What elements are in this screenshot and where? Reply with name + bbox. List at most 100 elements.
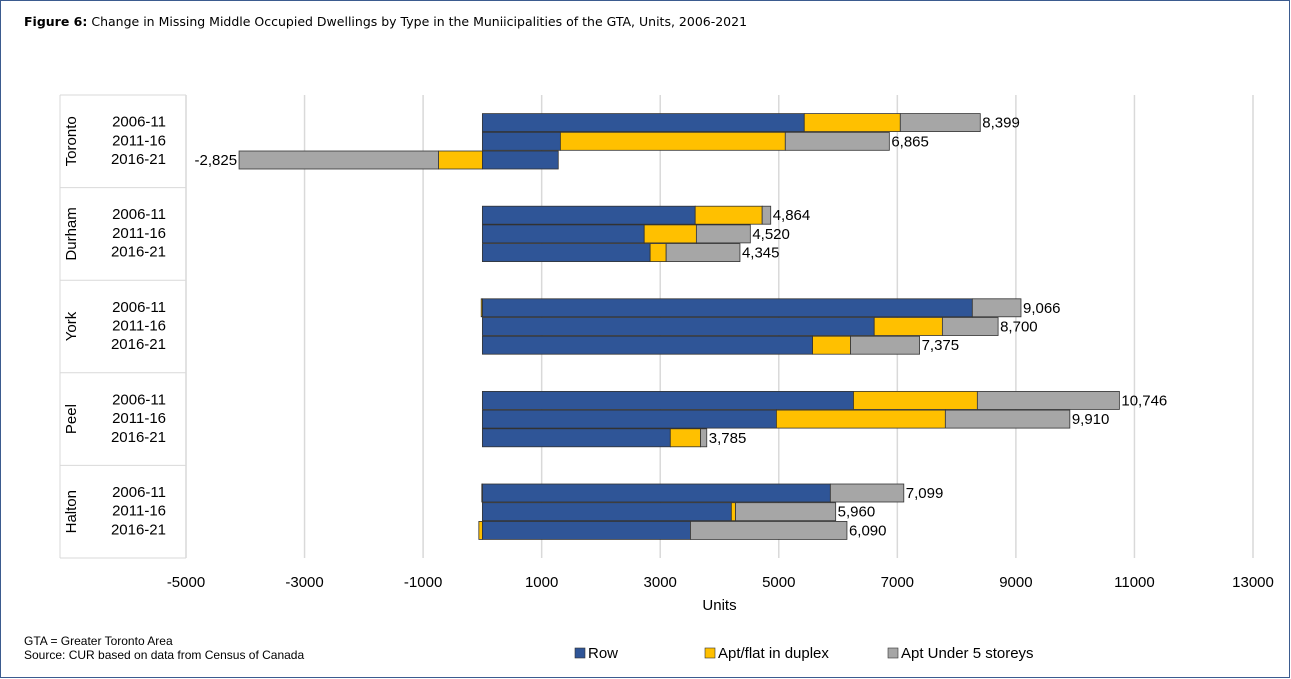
bar-segment xyxy=(735,502,837,522)
bar-segment xyxy=(643,224,697,244)
y-tick-label: 2006-11 xyxy=(112,114,166,131)
chart-title: Figure 6: Change in Missing Middle Occupi… xyxy=(24,14,747,29)
bar-segment xyxy=(481,428,671,448)
bar-segment xyxy=(761,205,772,225)
bar-segment xyxy=(478,521,483,540)
bar-segment xyxy=(873,317,943,336)
bar-segment xyxy=(481,224,645,244)
x-tick-label: -5000 xyxy=(167,574,205,591)
figure-label: Figure 6: xyxy=(24,14,87,29)
y-tick-label: 2006-11 xyxy=(112,206,166,223)
bar-segment xyxy=(480,298,483,318)
bar-segment xyxy=(481,205,696,225)
bar-segment xyxy=(669,428,701,448)
data-label: 4,345 xyxy=(742,245,780,262)
x-tick-label: 1000 xyxy=(525,574,558,591)
x-tick-label: 13000 xyxy=(1232,574,1274,591)
bar-segment xyxy=(944,409,1071,429)
bar-segment xyxy=(481,390,854,410)
bar-segment xyxy=(812,335,851,355)
bar-segment xyxy=(481,335,813,355)
x-tick-label: 3000 xyxy=(644,574,677,591)
y-tick-label: 2011-16 xyxy=(112,503,166,520)
y-tick-label: 2006-11 xyxy=(112,299,166,316)
data-label: 10,746 xyxy=(1121,392,1167,409)
y-tick-label: 2011-16 xyxy=(112,225,166,242)
group-label: York xyxy=(63,311,80,341)
bar-segment xyxy=(695,224,751,244)
y-tick-label: 2016-21 xyxy=(111,244,166,261)
data-label: 3,785 xyxy=(709,430,747,447)
bar-segment xyxy=(481,409,777,429)
legend-label: Row xyxy=(588,645,618,662)
data-label: 9,910 xyxy=(1072,411,1110,428)
bar-segment xyxy=(559,131,786,151)
note: Source: CUR based on data from Census of… xyxy=(24,648,304,662)
y-tick-label: 2016-21 xyxy=(111,521,166,538)
y-tick-label: 2016-21 xyxy=(111,151,166,168)
y-tick-label: 2011-16 xyxy=(112,317,166,334)
bar-segment xyxy=(784,131,890,151)
bar-segment xyxy=(853,390,978,410)
x-tick-label: 11000 xyxy=(1114,574,1155,591)
legend-label: Apt/flat in duplex xyxy=(718,645,829,662)
data-label: 6,090 xyxy=(849,522,887,539)
data-label: 8,700 xyxy=(1000,318,1038,335)
bar-segment xyxy=(803,113,901,132)
y-tick-label: 2011-16 xyxy=(112,132,166,149)
bar-segment xyxy=(976,390,1120,410)
data-label: 4,864 xyxy=(773,207,811,224)
y-tick-label: 2011-16 xyxy=(112,410,166,427)
bar-segment xyxy=(941,317,999,336)
bar-segment xyxy=(438,150,483,170)
bar-segment xyxy=(700,428,708,448)
x-tick-label: -3000 xyxy=(285,574,323,591)
group-label: Peel xyxy=(63,404,80,434)
data-label: -2,825 xyxy=(195,152,238,169)
data-label: 8,399 xyxy=(982,115,1020,132)
bar-segment xyxy=(829,483,905,503)
legend-swatch xyxy=(574,647,586,659)
bar-segment xyxy=(481,298,973,318)
data-label: 7,375 xyxy=(922,337,960,354)
bar-segment xyxy=(481,483,831,503)
data-label: 9,066 xyxy=(1023,300,1061,317)
y-tick-label: 2006-11 xyxy=(112,484,166,501)
y-tick-label: 2016-21 xyxy=(111,429,166,446)
bar-segment xyxy=(481,243,651,263)
y-tick-label: 2016-21 xyxy=(111,336,166,353)
bar-segment xyxy=(899,113,981,132)
bar-segment xyxy=(690,521,848,540)
bar-segment xyxy=(481,150,559,170)
bar-segment xyxy=(694,205,763,225)
x-tick-label: 9000 xyxy=(999,574,1032,591)
bar-segment xyxy=(481,502,732,522)
data-label: 7,099 xyxy=(906,485,944,502)
bar-segment xyxy=(238,150,439,170)
x-axis-label: Units xyxy=(702,597,736,614)
x-tick-label: 7000 xyxy=(881,574,914,591)
legend-swatch xyxy=(704,647,716,659)
group-label: Halton xyxy=(63,490,80,533)
data-label: 4,520 xyxy=(752,226,790,243)
data-label: 6,865 xyxy=(891,133,929,150)
note: GTA = Greater Toronto Area xyxy=(24,634,173,648)
x-tick-label: -1000 xyxy=(404,574,442,591)
group-label: Toronto xyxy=(63,116,80,166)
title-text: Change in Missing Middle Occupied Dwelli… xyxy=(91,14,747,29)
bar-segment xyxy=(850,335,920,355)
group-label: Durham xyxy=(63,207,80,260)
data-label: 5,960 xyxy=(838,504,876,521)
bar-segment xyxy=(730,502,736,522)
legend-label: Apt Under 5 storeys xyxy=(901,645,1034,662)
bar-segment xyxy=(481,317,875,336)
bar-segment xyxy=(481,131,561,151)
bar-segment xyxy=(776,409,946,429)
legend-swatch xyxy=(887,647,899,659)
bar-segment xyxy=(481,521,691,540)
x-tick-label: 5000 xyxy=(762,574,795,591)
y-tick-label: 2006-11 xyxy=(112,391,166,408)
bar-segment xyxy=(971,298,1022,318)
bar-segment xyxy=(649,243,667,263)
